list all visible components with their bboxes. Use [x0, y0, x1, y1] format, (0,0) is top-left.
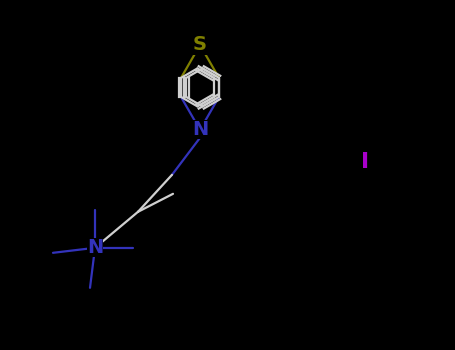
Text: S: S	[193, 35, 207, 55]
Text: N: N	[192, 120, 208, 139]
Text: N: N	[87, 238, 103, 257]
Text: I: I	[361, 152, 369, 172]
